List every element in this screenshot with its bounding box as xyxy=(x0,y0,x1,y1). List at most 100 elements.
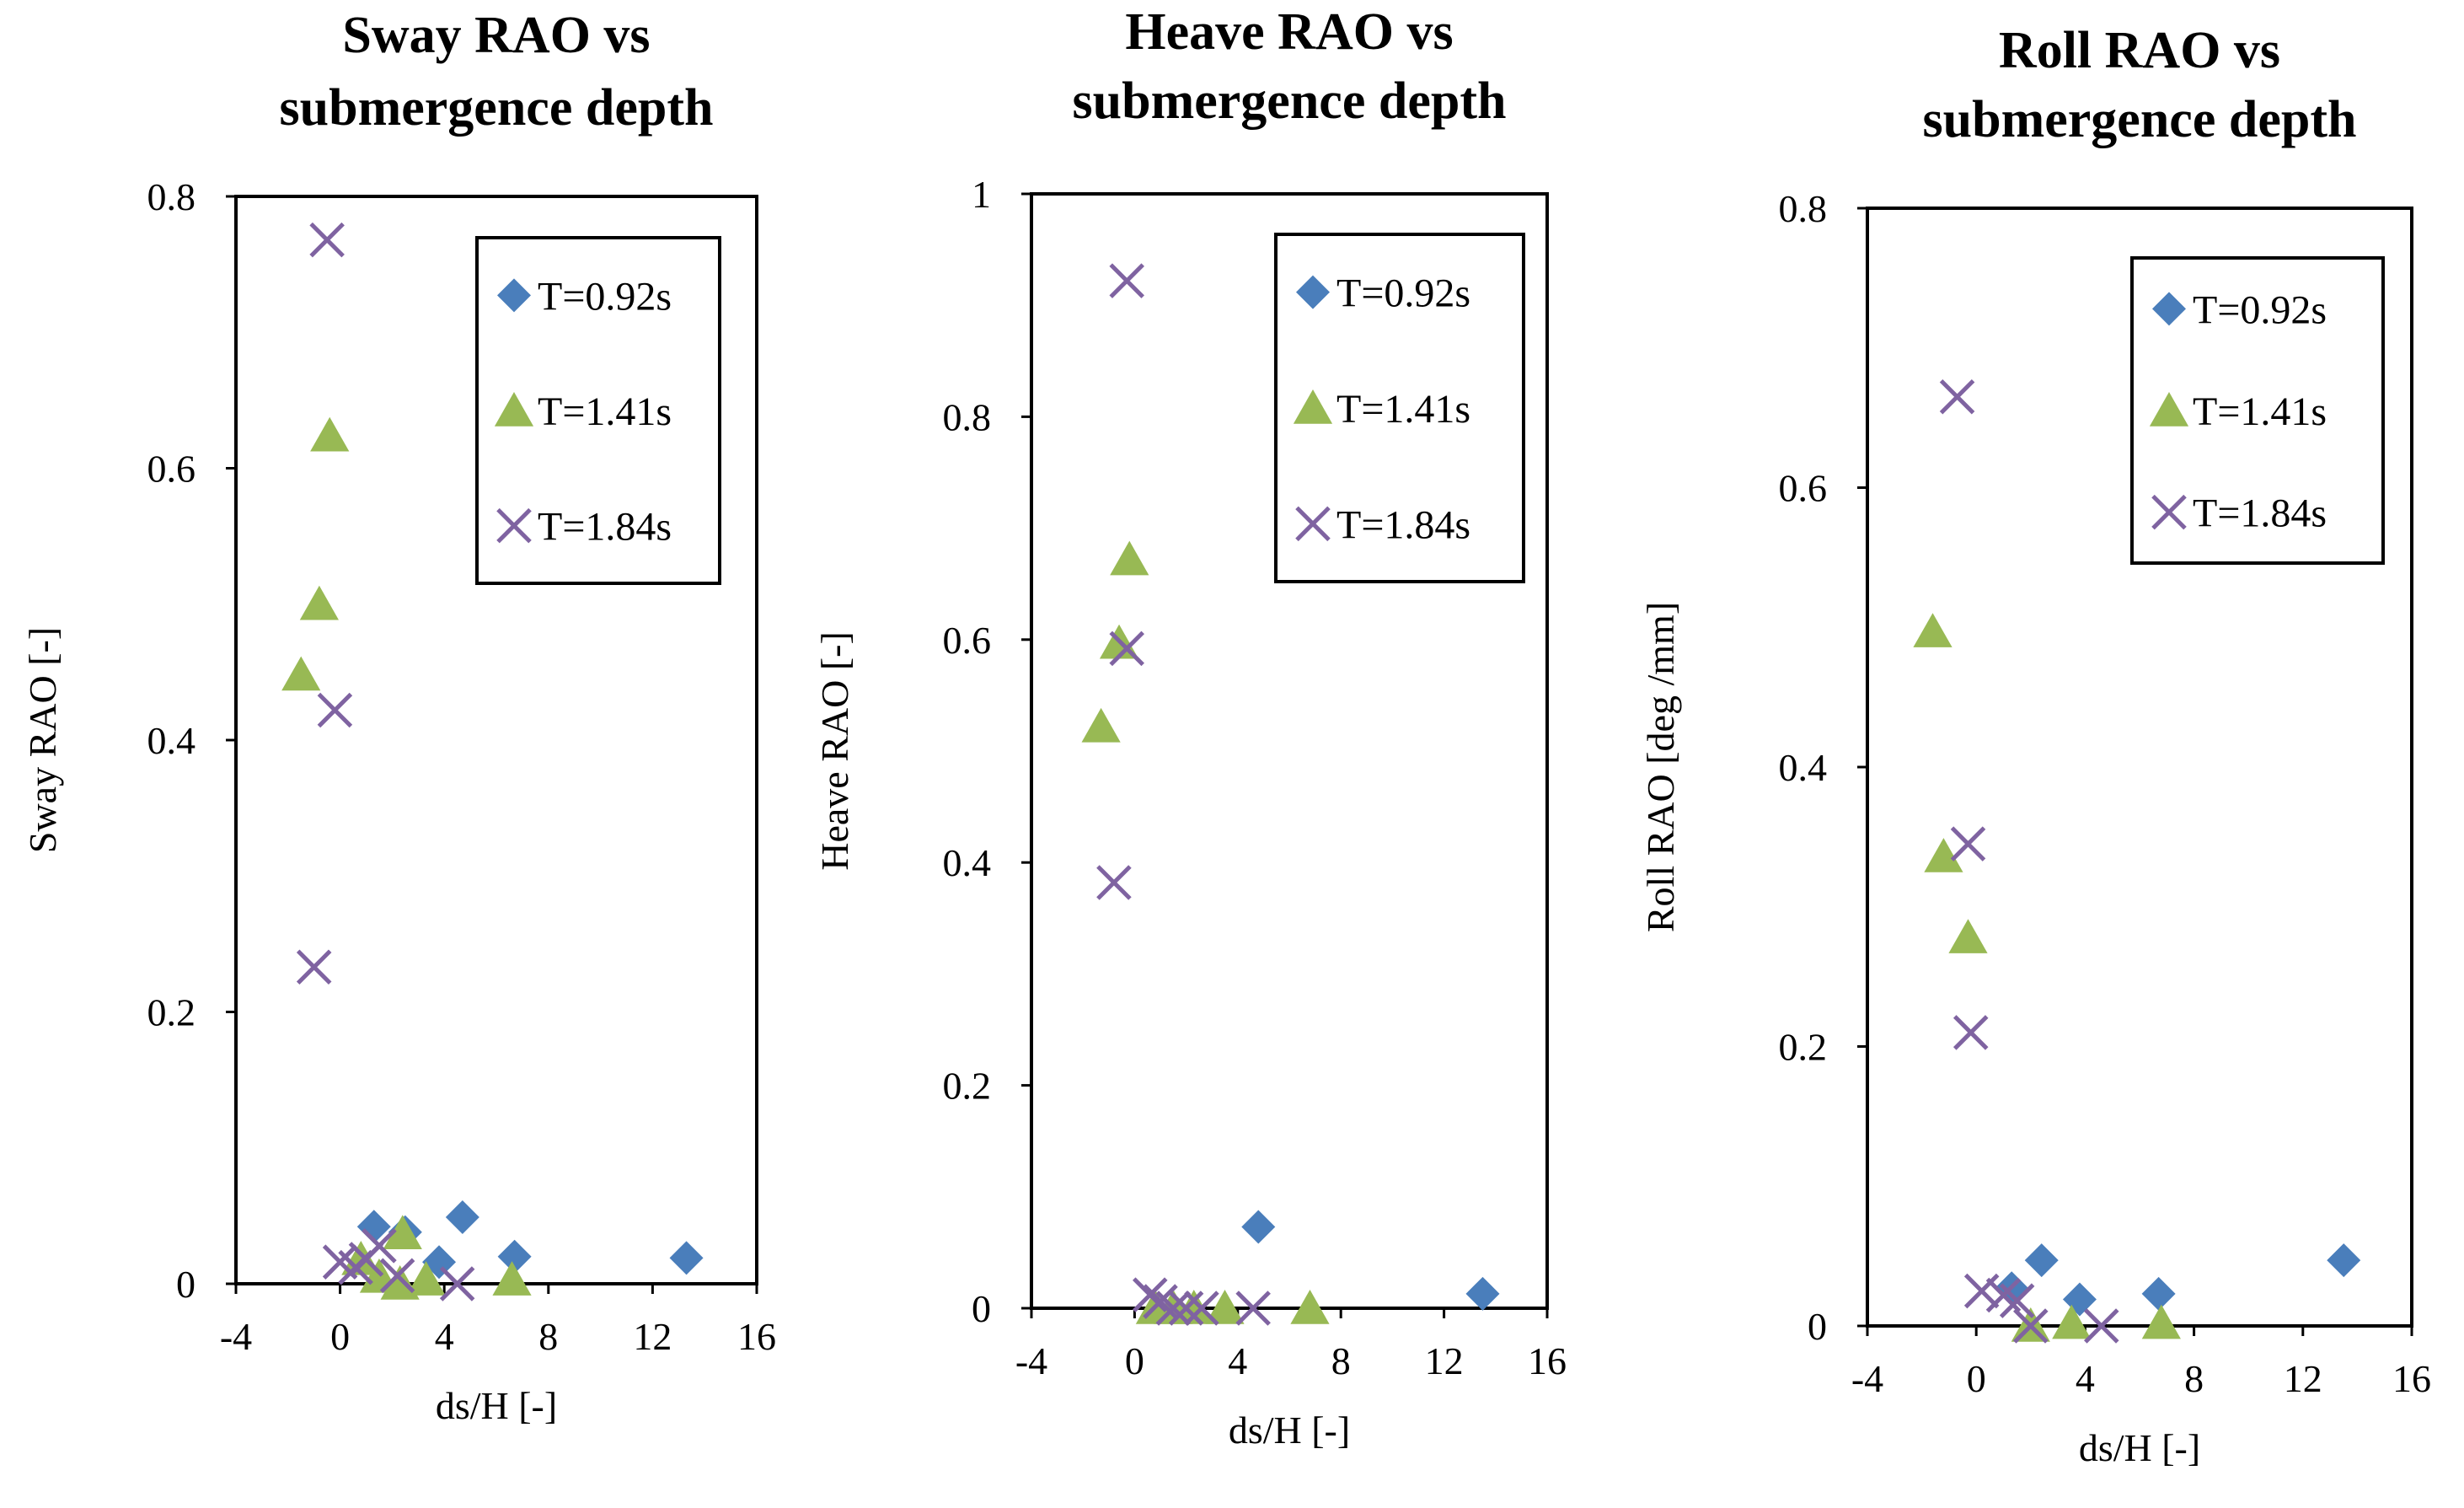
legend-label: T=1.41s xyxy=(538,389,672,434)
y-tick-label: 0.4 xyxy=(1779,746,1828,789)
x-tick-label: 8 xyxy=(2184,1357,2204,1400)
legend-label: T=1.84s xyxy=(2193,491,2327,536)
legend-marker-diamond xyxy=(1296,275,1330,309)
legend: T=0.92s T=1.41s T=1.84s xyxy=(475,236,721,585)
data-point-cross xyxy=(1235,1291,1271,1326)
legend: T=0.92s T=1.41s T=1.84s xyxy=(1274,233,1525,583)
data-point-diamond xyxy=(2141,1276,2176,1311)
chart-2: Roll RAO vs submergence depth 0 0.2 0.4 0.6 0.… xyxy=(1639,22,2431,1469)
data-point-cross xyxy=(1096,865,1132,900)
data-point-cross xyxy=(1109,631,1144,667)
data-point-diamond xyxy=(1241,1210,1276,1244)
x-tick-label: -4 xyxy=(1851,1357,1883,1400)
chart-title-line: Heave RAO vs xyxy=(1125,3,1453,61)
x-axis-label: ds/H [-] xyxy=(2079,1426,2200,1469)
data-point-triangle xyxy=(1924,838,1963,872)
x-tick-label: 12 xyxy=(633,1315,672,1358)
legend-marker-triangle xyxy=(1293,389,1333,424)
y-tick-label: 0.8 xyxy=(1779,187,1828,230)
chart-title-line: submergence depth xyxy=(280,79,714,137)
y-tick-label: 0.2 xyxy=(147,991,196,1034)
legend-label: T=1.84s xyxy=(538,505,672,550)
data-point-triangle xyxy=(1948,919,1988,953)
data-point-triangle xyxy=(1081,707,1121,743)
x-tick-label: 16 xyxy=(1528,1339,1567,1382)
y-tick-label: 0.2 xyxy=(943,1065,992,1108)
y-tick-label: 0 xyxy=(1808,1305,1827,1348)
y-axis-label: Heave RAO [-] xyxy=(813,631,856,871)
data-point-triangle xyxy=(299,585,339,620)
y-tick-label: 0.6 xyxy=(1779,467,1828,510)
data-point-triangle xyxy=(383,1215,422,1250)
legend: T=0.92s T=1.41s T=1.84s xyxy=(2130,256,2385,565)
series-2 xyxy=(1939,378,2119,1344)
chart-title-line: Sway RAO vs xyxy=(342,7,650,64)
data-point-diamond xyxy=(2327,1243,2361,1278)
data-point-cross xyxy=(317,692,353,728)
data-point-cross xyxy=(1184,1291,1219,1326)
x-tick-label: 12 xyxy=(1425,1339,1464,1382)
legend-label: T=0.92s xyxy=(538,274,672,319)
data-point-cross xyxy=(1939,378,1975,415)
x-tick-label: 4 xyxy=(1228,1339,1247,1382)
y-tick-label: 0 xyxy=(176,1263,196,1306)
x-tick-label: 8 xyxy=(1331,1339,1351,1382)
legend-marker-cross xyxy=(2151,494,2187,530)
x-axis-label: ds/H [-] xyxy=(1229,1409,1350,1452)
data-point-cross xyxy=(1109,263,1144,298)
y-tick-label: 0.8 xyxy=(147,175,196,218)
data-point-cross xyxy=(1950,826,1986,861)
data-point-diamond xyxy=(2024,1243,2059,1278)
y-tick-label: 0.6 xyxy=(147,448,196,491)
y-tick-label: 0.8 xyxy=(943,395,992,438)
legend-label: T=1.41s xyxy=(1336,387,1470,432)
x-tick-label: -4 xyxy=(220,1315,252,1358)
legend-marker-diamond xyxy=(497,278,531,313)
chart-1: Heave RAO vs submergence depth 0 0.2 0.4 0.6 0… xyxy=(813,3,1567,1452)
legend-marker-cross xyxy=(496,507,532,544)
x-tick-label: -4 xyxy=(1015,1339,1047,1382)
data-point-diamond xyxy=(1465,1276,1500,1311)
data-point-diamond xyxy=(497,1239,532,1274)
chart-0: Sway RAO vs submergence depth 0 0.2 0.4 0.6 0.… xyxy=(21,7,776,1427)
x-tick-label: 0 xyxy=(330,1315,350,1358)
data-point-diamond xyxy=(356,1210,391,1244)
legend-marker-diamond xyxy=(2152,292,2186,326)
data-point-cross xyxy=(296,949,332,985)
data-point-triangle xyxy=(492,1261,532,1296)
data-point-cross xyxy=(379,1258,415,1294)
series-0 xyxy=(1995,1243,2361,1317)
x-tick-label: 16 xyxy=(2392,1357,2431,1400)
data-point-diamond xyxy=(422,1245,457,1280)
y-tick-label: 0 xyxy=(972,1287,991,1330)
y-tick-label: 0.4 xyxy=(943,841,992,884)
data-point-triangle xyxy=(310,416,350,452)
data-point-triangle xyxy=(2141,1304,2181,1339)
data-point-triangle xyxy=(1290,1290,1330,1324)
data-point-cross xyxy=(1963,1273,2000,1309)
data-point-cross xyxy=(439,1266,475,1301)
x-tick-label: 0 xyxy=(1967,1357,1986,1400)
y-tick-label: 0.6 xyxy=(943,619,992,662)
data-point-triangle xyxy=(1174,1290,1213,1324)
x-tick-label: 4 xyxy=(2076,1357,2095,1400)
legend-marker-triangle xyxy=(494,392,534,427)
data-point-cross xyxy=(1999,1283,2035,1318)
chart-title-line: submergence depth xyxy=(1073,72,1507,130)
data-point-cross xyxy=(1132,1277,1168,1312)
x-tick-label: 8 xyxy=(538,1315,558,1358)
data-point-triangle xyxy=(281,656,321,691)
x-tick-label: 0 xyxy=(1125,1339,1144,1382)
data-point-cross xyxy=(1155,1291,1192,1326)
data-point-cross xyxy=(309,222,345,258)
data-point-diamond xyxy=(445,1199,479,1234)
data-point-triangle xyxy=(406,1261,446,1296)
x-tick-label: 16 xyxy=(737,1315,776,1358)
series-0 xyxy=(1241,1210,1500,1311)
data-point-triangle xyxy=(2052,1304,2092,1339)
series-1 xyxy=(1913,613,2181,1342)
chart-title-line: submergence depth xyxy=(1923,91,2357,148)
legend-label: T=1.41s xyxy=(2193,389,2327,434)
legend-label: T=1.84s xyxy=(1336,502,1470,547)
